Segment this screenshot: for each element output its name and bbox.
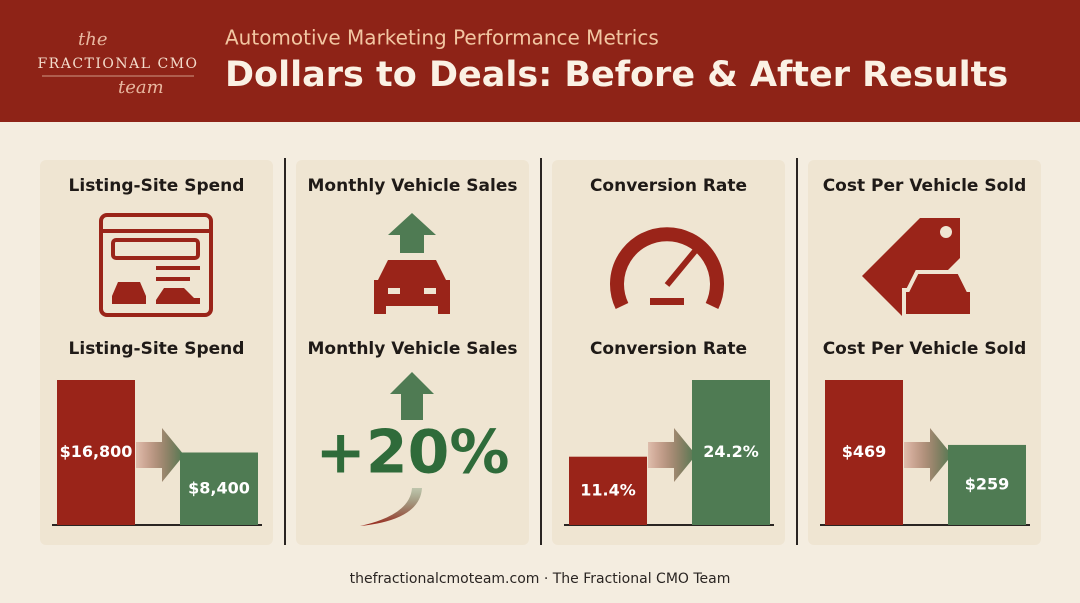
arrow — [648, 428, 696, 482]
panel-subtitle: Cost Per Vehicle Sold — [823, 339, 1027, 359]
value-label: $259 — [965, 474, 1010, 493]
sales-growth-graphic — [360, 372, 434, 526]
value-label: $8,400 — [188, 478, 250, 497]
panel-subtitle: Conversion Rate — [590, 339, 747, 359]
after-bar — [948, 444, 1026, 525]
header-title: Dollars to Deals: Before & After Results — [225, 55, 1008, 95]
value-label: 24.2% — [703, 442, 759, 461]
icon-sales — [374, 213, 450, 314]
before-bar — [569, 456, 647, 525]
before-bar — [825, 380, 903, 525]
brand-bottom: team — [118, 77, 164, 98]
value-label: $16,800 — [60, 442, 133, 461]
footer: thefractionalcmoteam.com · The Fractiona… — [350, 571, 731, 587]
panel-subtitle: Monthly Vehicle Sales — [308, 339, 518, 359]
icon-tag — [862, 218, 974, 318]
header-band — [0, 0, 1080, 122]
header-subtitle: Automotive Marketing Performance Metrics — [225, 26, 659, 50]
panel — [296, 160, 529, 545]
brand-top: the — [78, 29, 107, 50]
after-bar — [180, 452, 258, 525]
brand: FRACTIONAL CMO — [37, 56, 198, 72]
arrow — [904, 428, 952, 482]
panel-title: Monthly Vehicle Sales — [308, 176, 518, 196]
panel-title: Listing-Site Spend — [69, 176, 245, 196]
panel-subtitle: Listing-Site Spend — [69, 339, 245, 359]
icon-gauge — [610, 227, 724, 310]
arrow — [136, 428, 184, 482]
panel-title: Conversion Rate — [590, 176, 747, 196]
panel-title: Cost Per Vehicle Sold — [823, 176, 1027, 196]
before-bar — [57, 380, 135, 525]
change-label: +20% — [316, 418, 510, 488]
icon-browser — [99, 213, 213, 317]
panels: Listing-Site Spend Listing-Site Spend $16,… — [40, 158, 1041, 545]
value-label: 11.4% — [580, 480, 636, 499]
after-bar — [692, 380, 770, 525]
value-label: $469 — [842, 442, 887, 461]
